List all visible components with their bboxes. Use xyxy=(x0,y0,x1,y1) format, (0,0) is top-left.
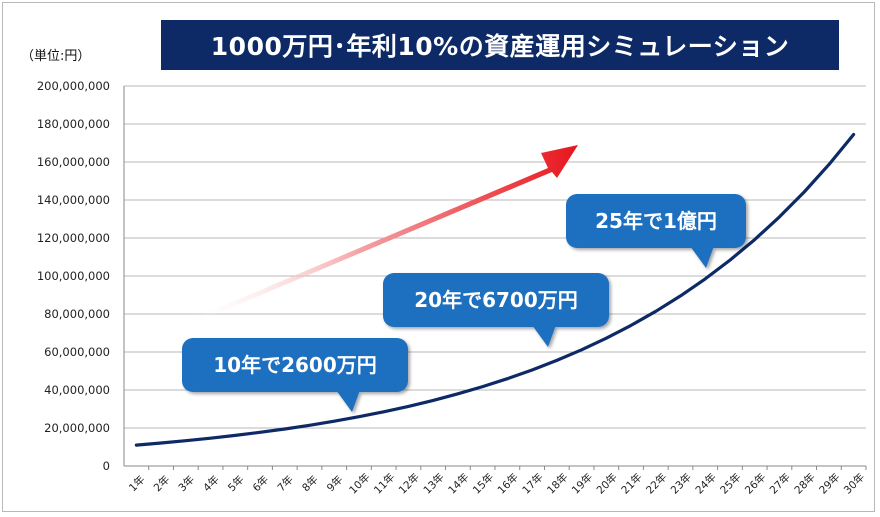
x-tick-label: 3年 xyxy=(176,473,197,494)
x-tick-label: 15年 xyxy=(470,470,496,496)
x-tick-label: 27年 xyxy=(767,470,793,496)
x-tick-label: 16年 xyxy=(495,470,521,496)
y-tick-label: 140,000,000 xyxy=(37,193,110,207)
y-tick-label: 160,000,000 xyxy=(37,155,110,169)
x-tick-label: 12年 xyxy=(396,470,422,496)
y-tick-label: 60,000,000 xyxy=(44,345,110,359)
growth-arrow-icon xyxy=(185,145,578,325)
x-tick-label: 2年 xyxy=(151,473,172,494)
chart-title: 1000万円･年利10%の資産運用シミュレーション xyxy=(161,20,839,70)
annotation-text: 25年で1億円 xyxy=(595,209,717,233)
y-tick-label: 80,000,000 xyxy=(44,307,110,321)
x-tick-label: 14年 xyxy=(445,470,471,496)
x-tick-label: 4年 xyxy=(200,473,221,494)
x-tick-label: 19年 xyxy=(569,470,595,496)
x-tick-label: 7年 xyxy=(275,473,296,494)
x-tick-label: 20年 xyxy=(594,470,620,496)
x-tick-label: 28年 xyxy=(792,470,818,496)
x-tick-label: 26年 xyxy=(742,470,768,496)
y-tick-label: 0 xyxy=(103,459,110,473)
y-tick-label: 200,000,000 xyxy=(37,79,110,93)
x-tick-label: 11年 xyxy=(371,470,397,496)
x-tick-label: 30年 xyxy=(841,470,867,496)
x-tick-label: 5年 xyxy=(225,473,246,494)
x-tick-label: 8年 xyxy=(299,473,320,494)
annotation-text: 10年で2600万円 xyxy=(213,353,377,377)
y-tick-label: 120,000,000 xyxy=(37,231,110,245)
y-tick-label: 20,000,000 xyxy=(44,421,110,435)
x-tick-label: 25年 xyxy=(717,470,743,496)
x-tick-label: 22年 xyxy=(643,470,669,496)
annotation-bubble: 20年で6700万円 xyxy=(383,273,609,347)
x-tick-label: 24年 xyxy=(693,470,719,496)
x-tick-label: 18年 xyxy=(544,470,570,496)
annotation-bubble: 25年で1億円 xyxy=(566,194,746,268)
x-tick-label: 21年 xyxy=(619,470,645,496)
x-tick-label: 1年 xyxy=(126,473,147,494)
unit-label: （単位:円） xyxy=(21,49,91,64)
chart-frame: （単位:円） 1000万円･年利10%の資産運用シミュレーション xyxy=(2,2,875,512)
y-tick-label: 180,000,000 xyxy=(37,117,110,131)
annotation-text: 20年で6700万円 xyxy=(414,288,578,312)
x-tick-label: 10年 xyxy=(346,470,372,496)
x-tick-label: 9年 xyxy=(324,473,345,494)
x-tick-label: 17年 xyxy=(520,470,546,496)
y-tick-label: 40,000,000 xyxy=(44,383,110,397)
x-tick-label: 13年 xyxy=(421,470,447,496)
series-line xyxy=(134,132,856,447)
annotation-bubble: 10年で2600万円 xyxy=(182,338,408,412)
y-tick-label: 100,000,000 xyxy=(37,269,110,283)
x-tick-label: 23年 xyxy=(668,470,694,496)
x-tick-label: 6年 xyxy=(250,473,271,494)
x-tick-label: 29年 xyxy=(816,470,842,496)
